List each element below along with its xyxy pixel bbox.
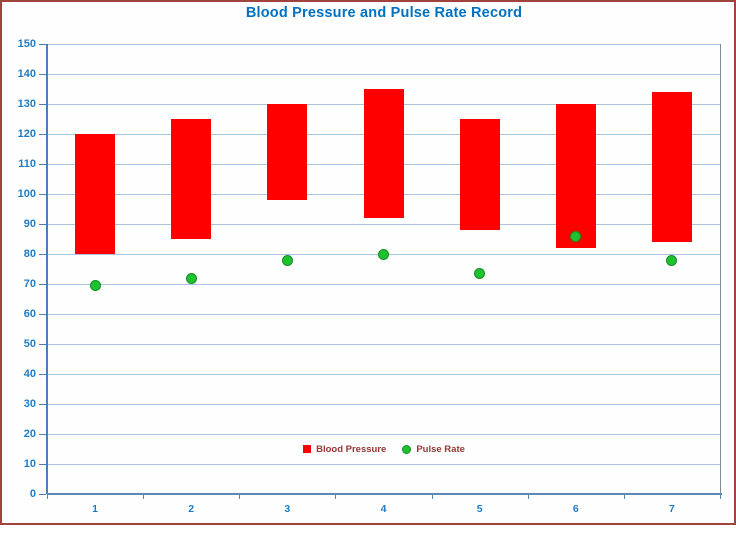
y-axis-tick: [39, 434, 46, 435]
y-axis-tick: [39, 44, 46, 45]
y-axis-tick: [39, 404, 46, 405]
x-axis-label: 4: [380, 503, 387, 515]
pulse-rate-point: [185, 272, 197, 284]
y-axis-label: 60: [23, 307, 36, 320]
x-axis-label: 6: [572, 503, 579, 515]
blood-pressure-bar: [363, 89, 404, 218]
blood-pressure-bar: [75, 134, 116, 254]
y-axis-line: [46, 44, 48, 494]
blood-pressure-bar: [171, 119, 212, 239]
x-axis-tick: [720, 494, 721, 499]
gridline: [47, 314, 720, 315]
gridline: [47, 74, 720, 75]
x-axis-tick: [47, 494, 48, 499]
y-axis-label: 90: [23, 217, 36, 230]
y-axis-tick: [39, 374, 46, 375]
legend-label-pulse-rate: Pulse Rate: [416, 443, 465, 455]
y-axis-tick: [39, 254, 46, 255]
pulse-rate-marker-icon: [402, 444, 412, 454]
y-axis-tick: [39, 224, 46, 225]
gridline: [47, 44, 720, 45]
y-axis-label: 150: [17, 37, 36, 50]
y-axis-label: 130: [17, 97, 36, 110]
y-axis-label: 110: [18, 157, 36, 170]
x-axis-tick: [143, 494, 145, 499]
x-axis-label: 3: [284, 503, 291, 515]
pulse-rate-point: [570, 230, 582, 242]
y-axis-tick: [39, 494, 46, 495]
x-axis-label: 1: [92, 503, 98, 515]
pulse-rate-point: [89, 280, 101, 291]
y-axis-tick: [39, 344, 46, 345]
x-axis-label: 5: [476, 503, 483, 515]
pulse-rate-point: [474, 268, 486, 279]
plot-border-right: [720, 44, 721, 494]
y-axis-tick: [39, 104, 46, 105]
y-axis-label: 10: [23, 457, 36, 470]
blood-pressure-bar: [651, 92, 692, 242]
y-axis-label: 120: [17, 127, 36, 140]
x-axis-line: [47, 493, 722, 495]
gridline: [47, 344, 720, 345]
legend-item-pulse-rate: Pulse Rate: [402, 444, 465, 455]
gridline: [47, 464, 720, 465]
y-axis-tick: [39, 74, 46, 75]
gridline: [47, 404, 720, 405]
y-axis-label: 0: [29, 487, 36, 500]
pulse-rate-point: [666, 254, 678, 266]
legend-label-blood-pressure: Blood Pressure: [316, 443, 387, 455]
pulse-rate-point: [378, 248, 389, 260]
x-axis-tick: [335, 494, 337, 499]
legend-item-blood-pressure: Blood Pressure: [303, 444, 386, 455]
x-axis-tick: [623, 494, 625, 499]
chart-title: Blood Pressure and Pulse Rate Record: [245, 5, 523, 21]
x-axis-tick: [239, 494, 241, 499]
blood-pressure-bar: [459, 119, 500, 230]
gridline: [47, 224, 720, 225]
y-axis-tick: [39, 134, 46, 135]
x-axis-label: 7: [669, 503, 675, 515]
pulse-rate-point: [281, 254, 293, 266]
y-axis-label: 100: [17, 187, 36, 200]
y-axis-label: 70: [23, 277, 36, 290]
y-axis-tick: [39, 464, 46, 465]
y-axis-tick: [39, 164, 46, 165]
gridline: [47, 284, 720, 285]
y-axis-tick: [39, 194, 46, 195]
blood-pressure-marker-icon: [303, 445, 312, 453]
y-axis-label: 50: [23, 337, 36, 350]
y-axis-label: 20: [23, 427, 36, 440]
x-axis-tick: [527, 494, 529, 499]
blood-pressure-bar: [267, 104, 308, 200]
gridline: [47, 374, 720, 375]
x-axis-label: 2: [188, 503, 195, 515]
y-axis-label: 80: [23, 247, 36, 260]
gridline: [47, 434, 720, 435]
y-axis-label: 30: [23, 397, 36, 410]
y-axis-label: 40: [23, 367, 36, 380]
legend: Blood Pressure Pulse Rate: [47, 441, 721, 457]
y-axis-label: 140: [17, 67, 36, 80]
x-axis-tick: [431, 494, 433, 499]
y-axis-tick: [39, 284, 46, 285]
blood-pressure-bar: [555, 104, 596, 248]
y-axis-tick: [39, 314, 46, 315]
